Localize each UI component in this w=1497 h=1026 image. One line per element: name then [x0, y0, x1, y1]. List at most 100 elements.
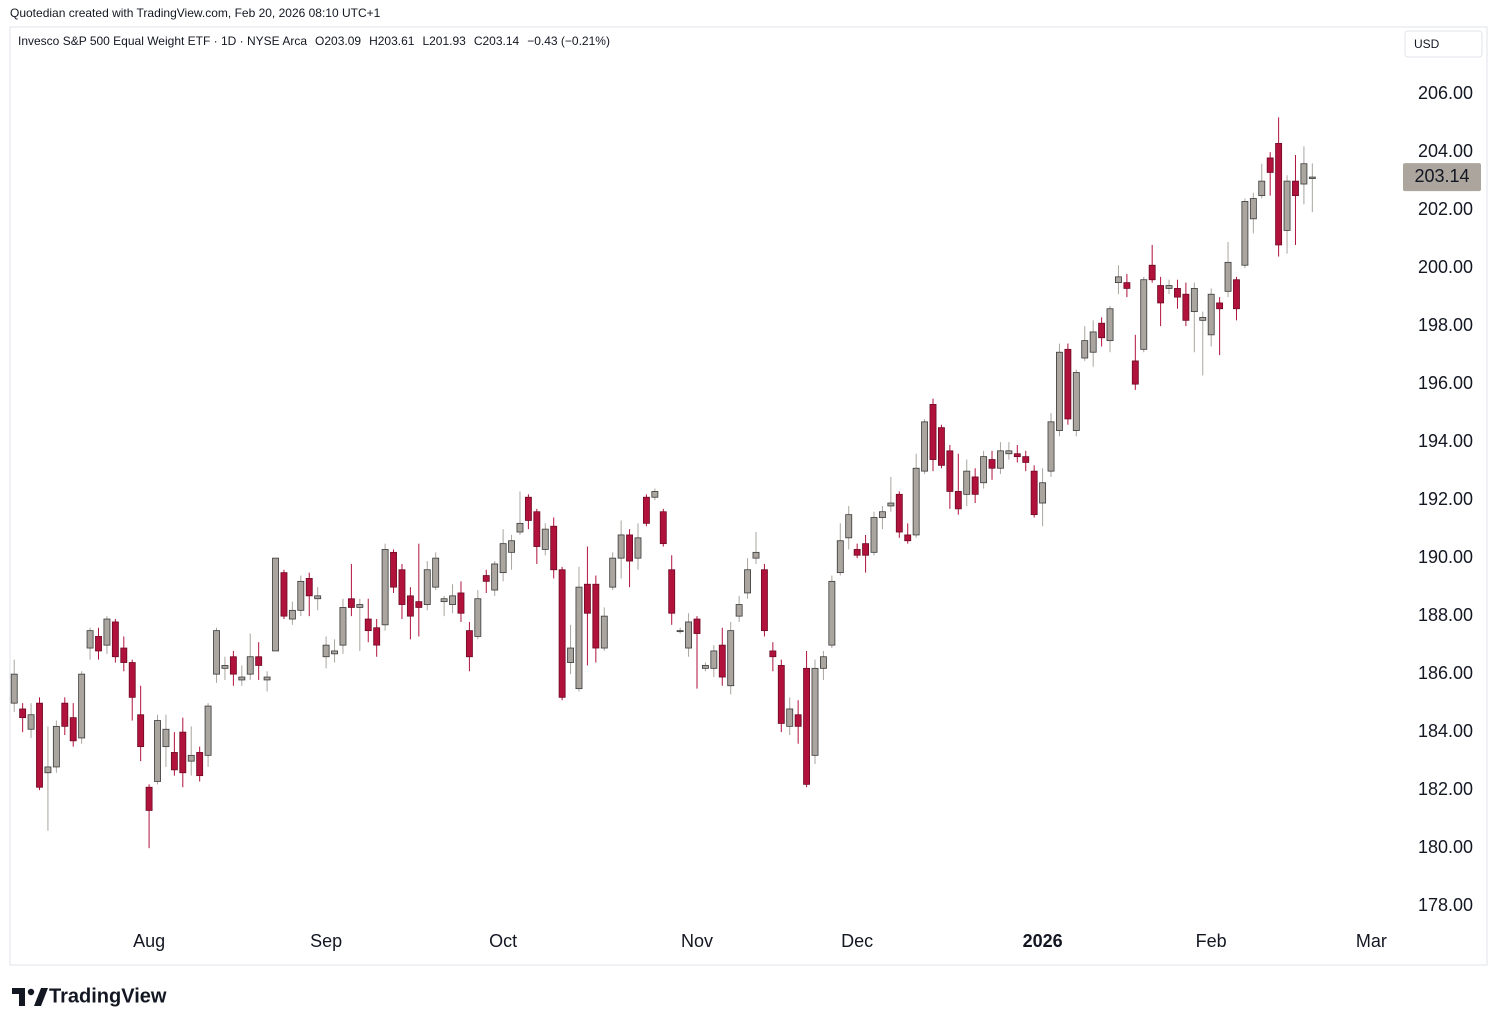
- candle-body: [482, 575, 490, 582]
- candle-body: [1182, 293, 1190, 321]
- candle-body: [491, 563, 499, 591]
- candle-body: [980, 456, 988, 484]
- candle-body: [904, 534, 912, 542]
- y-tick-label: 184.00: [1418, 721, 1473, 741]
- candle-body: [1174, 288, 1181, 298]
- candle-body: [314, 595, 322, 600]
- candle-body: [187, 754, 195, 762]
- candle-body: [390, 551, 397, 588]
- candle-body: [272, 557, 279, 652]
- candle-body: [1047, 421, 1055, 472]
- y-tick-label: 194.00: [1418, 431, 1473, 451]
- candle-body: [887, 502, 895, 507]
- candle-body: [111, 621, 119, 658]
- candle-body: [95, 636, 102, 652]
- candle-body: [61, 702, 69, 727]
- candle-body: [710, 650, 718, 669]
- x-tick-label: Mar: [1356, 931, 1387, 951]
- candle-body: [1072, 372, 1080, 431]
- candle-body: [879, 511, 886, 518]
- candle-body: [1266, 157, 1274, 173]
- candle-body: [794, 714, 802, 727]
- candle-body: [862, 543, 870, 556]
- candle-body: [221, 665, 229, 669]
- candle-body: [963, 470, 971, 495]
- candle-body: [179, 731, 187, 774]
- candle-body: [154, 720, 161, 782]
- candle-body: [1123, 282, 1131, 289]
- candle-body: [634, 537, 642, 559]
- candle-body: [288, 609, 296, 620]
- currency[interactable]: USD: [1414, 37, 1440, 51]
- candle-body: [69, 717, 77, 742]
- candle-body: [760, 569, 768, 632]
- candle-body: [339, 607, 347, 646]
- candle-body: [1056, 351, 1063, 431]
- candle-body: [718, 644, 726, 678]
- candle-body: [305, 578, 313, 597]
- ohlc-item: O203.09: [315, 34, 361, 48]
- y-tick-label: 182.00: [1418, 779, 1473, 799]
- candle-body: [777, 665, 785, 724]
- candle-body: [853, 549, 861, 556]
- candle-body: [406, 595, 414, 617]
- x-tick-label: Nov: [681, 931, 713, 951]
- brand: TradingView: [49, 985, 167, 1007]
- candle-body: [533, 511, 541, 547]
- candle-body: [255, 656, 263, 666]
- candle-body: [280, 572, 288, 617]
- candle-body: [1013, 453, 1021, 458]
- candle-body: [1089, 331, 1097, 353]
- candle-body: [558, 569, 566, 698]
- candle-body: [1199, 317, 1207, 321]
- candle-body: [137, 714, 145, 748]
- candle-body: [626, 534, 633, 562]
- candle-body: [1241, 201, 1249, 266]
- candle-body: [1224, 261, 1232, 292]
- candle-body: [19, 708, 27, 719]
- candle-body: [617, 534, 625, 559]
- candle-body: [550, 525, 558, 571]
- y-tick-label: 204.00: [1418, 141, 1473, 161]
- x-tick-label: 2026: [1023, 931, 1063, 951]
- candle-body: [1157, 285, 1165, 304]
- candle-body: [954, 491, 962, 510]
- candle-body: [27, 714, 35, 730]
- last-price-label: 203.14: [1414, 166, 1469, 186]
- ohlc-item: −0.43 (−0.21%): [527, 34, 610, 48]
- candle-body: [465, 630, 473, 658]
- candle-body: [609, 557, 617, 588]
- candle-body: [10, 673, 18, 704]
- candle-body: [895, 493, 903, 533]
- candle-body: [229, 656, 237, 675]
- candle-body: [449, 595, 456, 605]
- candle-body: [938, 427, 945, 466]
- ohlc-item: H203.61: [369, 34, 415, 48]
- candle-body: [1148, 264, 1156, 281]
- candle-body: [836, 540, 844, 574]
- candle-body: [659, 511, 667, 545]
- candle-body: [642, 496, 650, 524]
- y-tick-label: 206.00: [1418, 83, 1473, 103]
- candle-body: [803, 667, 811, 785]
- currency-box[interactable]: [1404, 30, 1483, 58]
- candle-body: [499, 543, 507, 574]
- candle-body: [701, 665, 709, 669]
- candle-body: [845, 514, 853, 539]
- candle-body: [575, 586, 583, 690]
- candle-body: [432, 557, 440, 588]
- candle-body: [120, 647, 128, 663]
- candle-body: [1039, 482, 1047, 504]
- candle-body: [246, 656, 254, 675]
- y-tick-label: 200.00: [1418, 257, 1473, 277]
- y-tick-label: 192.00: [1418, 489, 1473, 509]
- candle-body: [263, 676, 271, 681]
- candle-body: [786, 708, 794, 727]
- candle-body: [600, 615, 608, 649]
- candle-body: [541, 528, 549, 550]
- candle-body: [1030, 470, 1038, 516]
- x-tick-label: Aug: [133, 931, 165, 951]
- candle-body: [86, 630, 94, 649]
- candle-body: [870, 517, 878, 553]
